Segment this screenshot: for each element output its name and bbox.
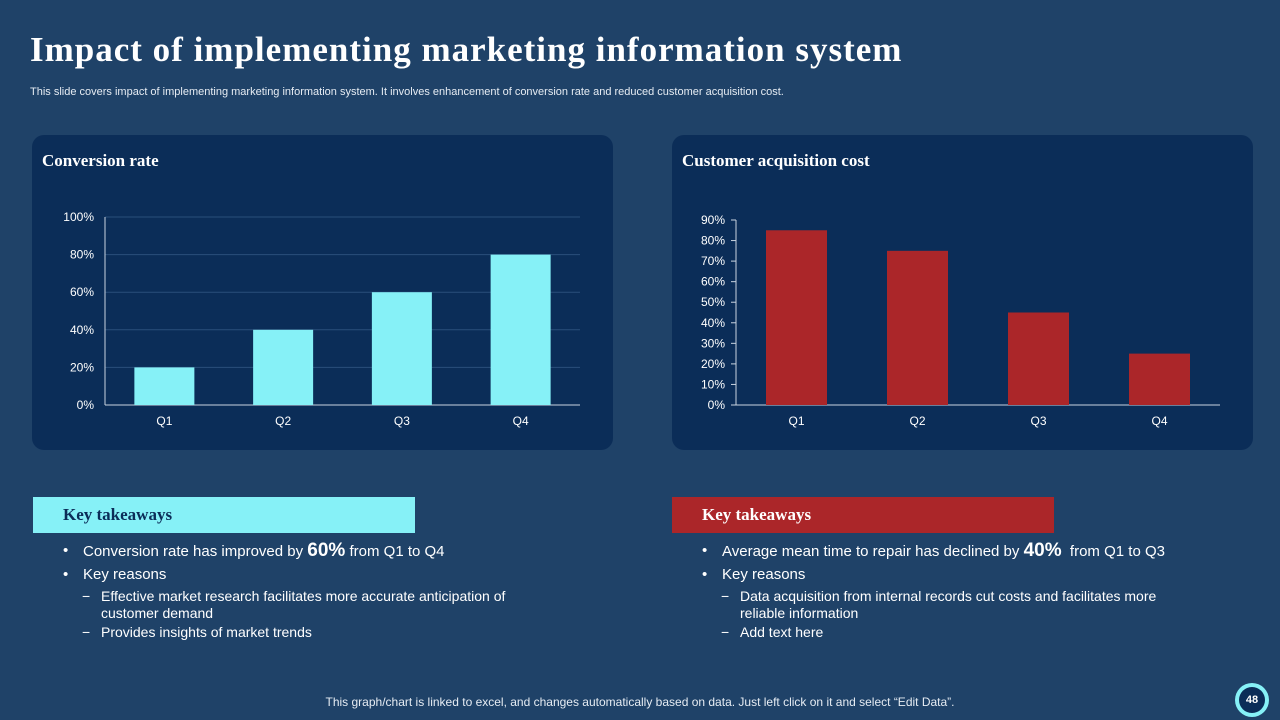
bar-q3: [371, 292, 432, 405]
takeaway-key-reasons: Key reasons: [63, 563, 563, 586]
y-tick-label: 20%: [70, 360, 94, 374]
slide-title: Impact of implementing marketing informa…: [30, 30, 903, 69]
y-tick-label: 30%: [701, 336, 725, 350]
footer-note: This graph/chart is linked to excel, and…: [325, 695, 955, 709]
y-tick-label: 50%: [701, 295, 725, 309]
takeaway-reason-item: Provides insights of market trends: [63, 624, 563, 641]
takeaway-text: from Q1 to Q3: [1061, 543, 1165, 560]
conversion-rate-panel: Conversion rate 0% 20% 40% 60% 80% 100% Q1 Q2 Q3…: [32, 135, 613, 450]
customer-acquisition-cost-chart[interactable]: 0% 10% 20% 30% 40% 50% 60% 70% 80% 90% Q1 Q2 Q3 Q4: [672, 135, 1253, 450]
takeaway-conversion-improvement: Conversion rate has improved by 60% from…: [63, 539, 563, 563]
conversion-rate-chart-title: Conversion rate: [42, 151, 159, 170]
takeaway-text: Average mean time to repair has declined…: [722, 543, 1024, 560]
x-tick-label: Q2: [275, 414, 291, 428]
bar-q4: [490, 254, 551, 405]
takeaway-text: from Q1 to Q4: [345, 543, 445, 560]
takeaway-reason-item: Data acquisition from internal records c…: [702, 588, 1202, 622]
key-takeaways-list-right: Average mean time to repair has declined…: [702, 539, 1202, 641]
bar-q2: [887, 250, 948, 405]
key-takeaways-header-right: Key takeaways: [672, 497, 1054, 533]
y-tick-label: 80%: [70, 248, 94, 262]
bar-q4: [1129, 353, 1190, 405]
customer-acquisition-cost-chart-title: Customer acquisition cost: [682, 151, 870, 170]
y-tick-label: 70%: [701, 254, 725, 268]
takeaway-highlight-value: 60%: [307, 540, 346, 561]
y-tick-label: 60%: [70, 285, 94, 299]
takeaway-repair-time-decline: Average mean time to repair has declined…: [702, 539, 1202, 563]
y-tick-label: 20%: [701, 357, 725, 371]
takeaway-highlight-value: 40%: [1023, 540, 1062, 561]
slide-subtitle: This slide covers impact of implementing…: [30, 86, 784, 98]
bar-q2: [253, 329, 314, 405]
key-takeaways-header-left: Key takeaways: [33, 497, 415, 533]
takeaway-reason-item: Effective market research facilitates mo…: [63, 588, 563, 622]
bar-q1: [134, 367, 195, 405]
bar-q3: [1008, 312, 1069, 405]
x-tick-label: Q1: [788, 414, 804, 428]
y-tick-label: 40%: [701, 316, 725, 330]
bar-q1: [766, 230, 827, 405]
customer-acquisition-cost-panel: Customer acquisition cost 0% 10% 20% 30% 40%…: [672, 135, 1253, 450]
y-tick-label: 90%: [701, 213, 725, 227]
x-tick-label: Q4: [1151, 414, 1167, 428]
x-tick-label: Q3: [394, 414, 410, 428]
y-tick-label: 0%: [708, 398, 726, 412]
x-tick-label: Q2: [909, 414, 925, 428]
conversion-rate-chart[interactable]: 0% 20% 40% 60% 80% 100% Q1 Q2 Q3 Q4: [32, 135, 613, 450]
x-tick-label: Q4: [513, 414, 529, 428]
takeaway-reason-item: Add text here: [702, 624, 1202, 641]
y-tick-label: 10%: [701, 377, 725, 391]
y-tick-label: 0%: [77, 398, 95, 412]
y-tick-label: 60%: [701, 275, 725, 289]
takeaway-key-reasons: Key reasons: [702, 563, 1202, 586]
page-number: 48: [1239, 687, 1265, 713]
key-takeaways-list-left: Conversion rate has improved by 60% from…: [63, 539, 563, 641]
page-number-badge: 48: [1235, 683, 1269, 717]
x-tick-label: Q3: [1030, 414, 1046, 428]
y-tick-label: 100%: [63, 210, 94, 224]
y-tick-label: 80%: [701, 234, 725, 248]
x-tick-label: Q1: [156, 414, 172, 428]
y-tick-label: 40%: [70, 323, 94, 337]
takeaway-text: Conversion rate has improved by: [83, 543, 308, 560]
